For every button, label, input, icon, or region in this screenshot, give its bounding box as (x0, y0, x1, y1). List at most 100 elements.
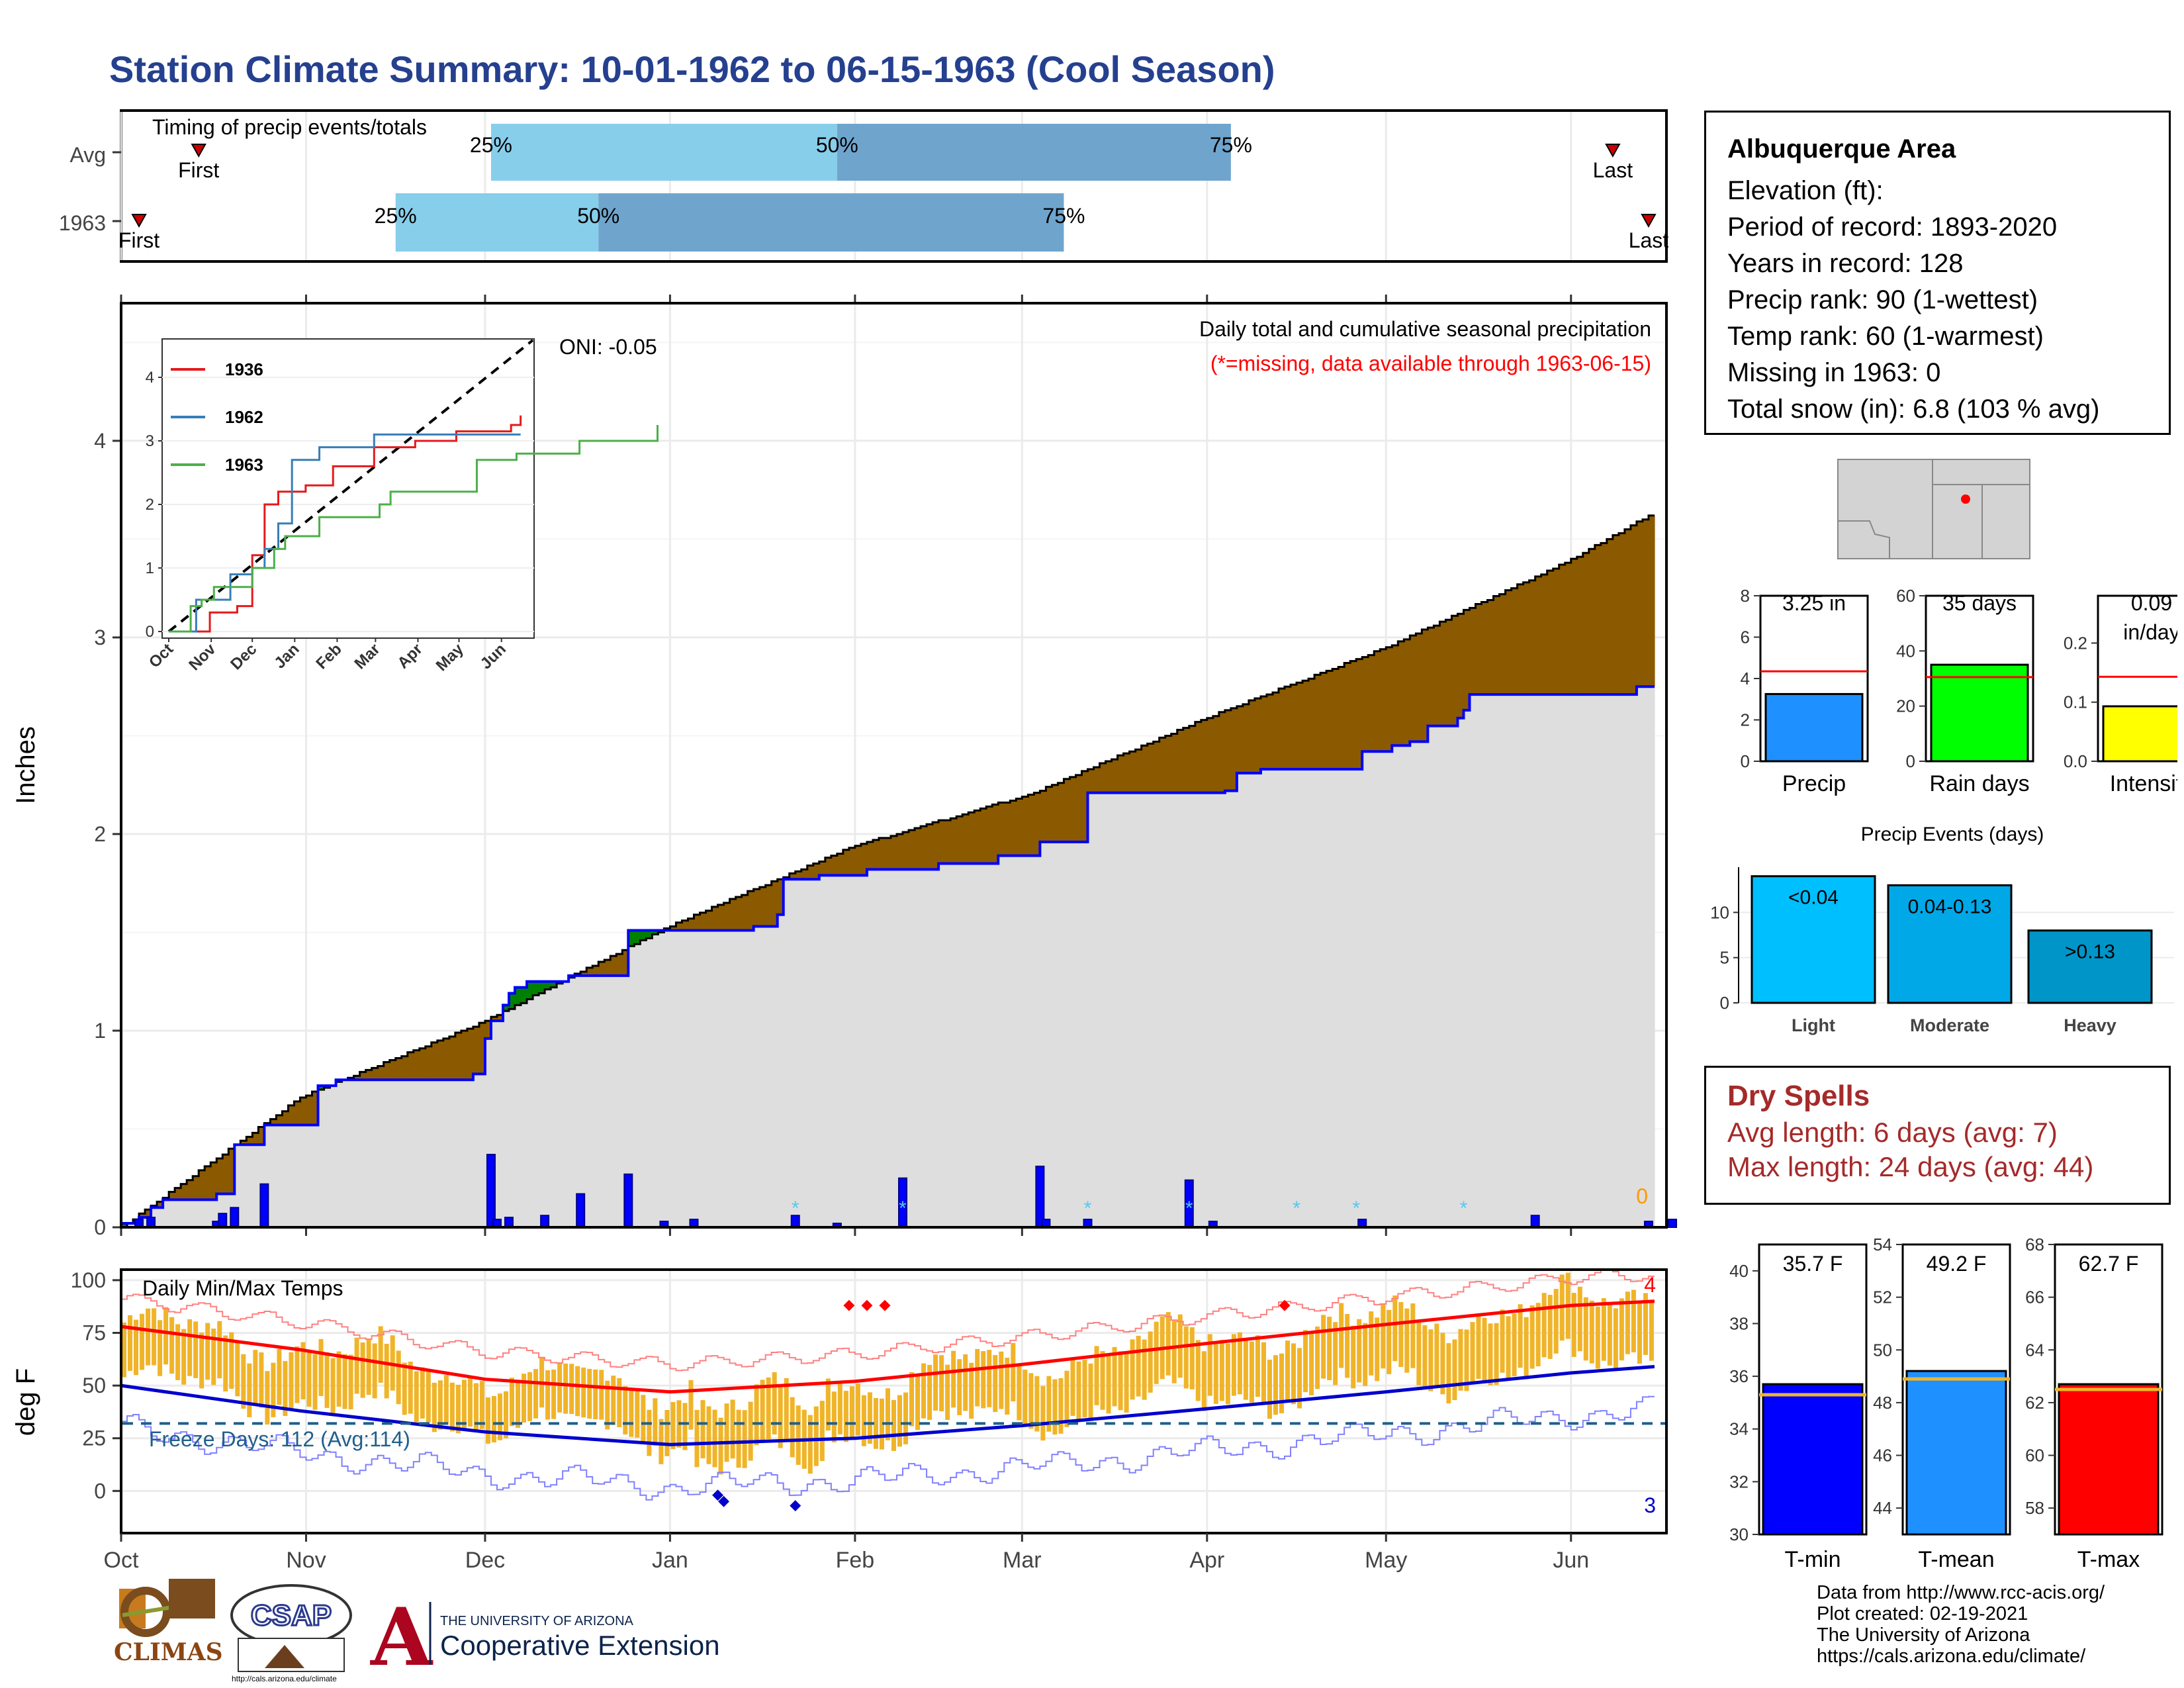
credit-institution: The University of Arizona (1817, 1624, 2030, 1646)
record-high-count: 4 (1644, 1273, 1656, 1297)
inset-series-line (169, 415, 522, 633)
main-charts: 25% 50% 75% First Last 25% 50% 75% First Last Tim… (11, 109, 1678, 1573)
summary-label: Precip (1782, 771, 1846, 796)
month-tick-label: Mar (1003, 1548, 1042, 1573)
inset-legend-label: 1963 (225, 455, 263, 475)
month-tick-label: Apr (1189, 1548, 1224, 1573)
avg-max-line (120, 1299, 1655, 1394)
summary-ytick: 0.1 (2064, 692, 2087, 712)
trace-marker: * (1460, 1197, 1468, 1219)
month-tick-label: Jan (652, 1548, 688, 1573)
precip-ytick: 0 (94, 1215, 106, 1239)
event-bar-label: <0.04 (1788, 887, 1839, 909)
precip-header: Daily total and cumulative seasonal prec… (1199, 317, 1651, 341)
temp-summary-ytick: 32 (1729, 1472, 1749, 1491)
record-high-marker (1279, 1299, 1291, 1311)
timing-p75-label: 75% (1042, 204, 1085, 228)
temp-summary-label: T-min (1785, 1547, 1841, 1572)
station-name: Albuquerque Area (1727, 134, 1956, 164)
month-tick-label: Dec (465, 1548, 505, 1573)
temp-summary-ytick: 38 (1729, 1313, 1749, 1333)
timing-p50-label: 50% (577, 204, 619, 228)
missing-in-year: Missing in 1963: 0 (1727, 358, 1941, 387)
record-high-marker (861, 1299, 873, 1311)
first-marker (131, 214, 147, 228)
timing-bar-q2 (837, 124, 1231, 181)
credit-plot-date: Plot created: 02-19-2021 (1817, 1603, 2028, 1624)
credit-data-source: Data from http://www.rcc-acis.org/ (1817, 1582, 2105, 1603)
summary-value-bar (1764, 692, 1864, 763)
record-high-marker (879, 1299, 891, 1311)
timing-title: Timing of precip events/totals (152, 115, 427, 139)
trace-marker: * (1084, 1197, 1092, 1219)
last-label: Last (1593, 158, 1633, 182)
month-tick-label: May (1365, 1548, 1407, 1573)
precip-events-title: Precip Events (days) (1861, 823, 2044, 845)
temp-summary-ytick: 52 (1873, 1288, 1892, 1307)
temp-summary-ytick: 46 (1873, 1446, 1892, 1466)
first-marker (191, 144, 206, 158)
daily-precip-bar (486, 1154, 496, 1229)
temp-summary-bar (1762, 1383, 1864, 1536)
month-tick-label: Nov (286, 1548, 326, 1573)
station-marker (1961, 494, 1970, 504)
record-low-marker (718, 1495, 730, 1507)
precip-missing-note: (*=missing, data available through 1963-… (1210, 352, 1651, 375)
summary-ytick: 8 (1741, 586, 1750, 606)
temp-title: Daily Min/Max Temps (142, 1276, 343, 1300)
temp-summary-value: 35.7 F (1783, 1252, 1843, 1276)
inset-ytick: 2 (146, 496, 154, 514)
summary-ytick: 4 (1741, 669, 1750, 688)
dry-spells-max: Max length: 24 days (avg: 44) (1727, 1151, 2094, 1182)
freeze-label: Freeze Days: 112 (Avg:114) (149, 1427, 410, 1451)
event-ytick: 0 (1720, 993, 1729, 1013)
climas-logo: CLIMAS (114, 1579, 223, 1666)
timing-row-avg-label: Avg (69, 143, 106, 167)
page-title: Station Climate Summary: 10-01-1962 to 0… (109, 48, 1275, 90)
inset-series-line (169, 425, 659, 633)
summary-value-bar (1930, 663, 2029, 763)
summary-value-bar (2102, 705, 2177, 763)
temp-summary-ytick: 44 (1873, 1498, 1892, 1518)
summary-ytick: 60 (1896, 586, 1915, 606)
daily-precip-bar (504, 1217, 514, 1228)
csap-text: CSAP (251, 1599, 332, 1632)
dry-spells-box: Dry Spells Avg length: 6 days (avg: 7) M… (1704, 1066, 2171, 1205)
temp-summary-ytick: 60 (2025, 1446, 2044, 1466)
summary-ytick: 0 (1906, 751, 1915, 771)
uofa-big-text: Cooperative Extension (440, 1630, 720, 1661)
avg-min-line (120, 1364, 1655, 1446)
summary-value-label: 3.25 in (1782, 591, 1846, 615)
precip-ytick: 2 (94, 822, 106, 846)
station-period: Period of record: 1893-2020 (1727, 212, 2058, 242)
temp-panel: 0 25 50 75 100 Daily Min/Max Temps Freeze Da… (11, 1268, 1668, 1573)
temp-summary-ytick: 40 (1729, 1261, 1749, 1281)
last-label: Last (1629, 228, 1669, 252)
event-category-label: Moderate (1910, 1015, 1989, 1035)
temp-ylabel: deg F (11, 1368, 40, 1436)
precip-panel: * * * * * * * 0 1 2 3 4 Daily total and cumulative… (11, 295, 1678, 1239)
inset-ytick: 1 (146, 559, 154, 577)
summary-ytick: 0.2 (2064, 633, 2087, 653)
first-label: First (178, 158, 219, 182)
timing-bar-q1 (490, 124, 837, 181)
daily-precip-bar (259, 1183, 269, 1228)
inset-legend-label: 1936 (225, 359, 263, 379)
svg-text:A: A (370, 1591, 433, 1684)
dry-spells-title: Dry Spells (1727, 1080, 1870, 1112)
summary-ytick: 20 (1896, 696, 1915, 716)
temp-summary-ytick: 30 (1729, 1524, 1749, 1544)
daily-precip-bar (540, 1215, 550, 1228)
normal-cumulative-line (121, 514, 1655, 1229)
temp-ytick: 100 (71, 1268, 106, 1292)
timing-p50-label: 50% (816, 133, 858, 157)
temp-ytick: 0 (94, 1479, 106, 1503)
summary-value-label: 0.09 (2131, 591, 2172, 615)
timing-row-1963-label: 1963 (59, 211, 106, 235)
event-bar (2027, 929, 2153, 1004)
temp-summary-ytick: 50 (1873, 1340, 1892, 1360)
missing-count: 0 (1636, 1184, 1648, 1208)
observed-cumulative-line (120, 685, 1655, 1227)
inset-normal-line (167, 339, 534, 633)
station-info-box: Albuquerque Area Elevation (ft): Period … (1704, 111, 2171, 435)
